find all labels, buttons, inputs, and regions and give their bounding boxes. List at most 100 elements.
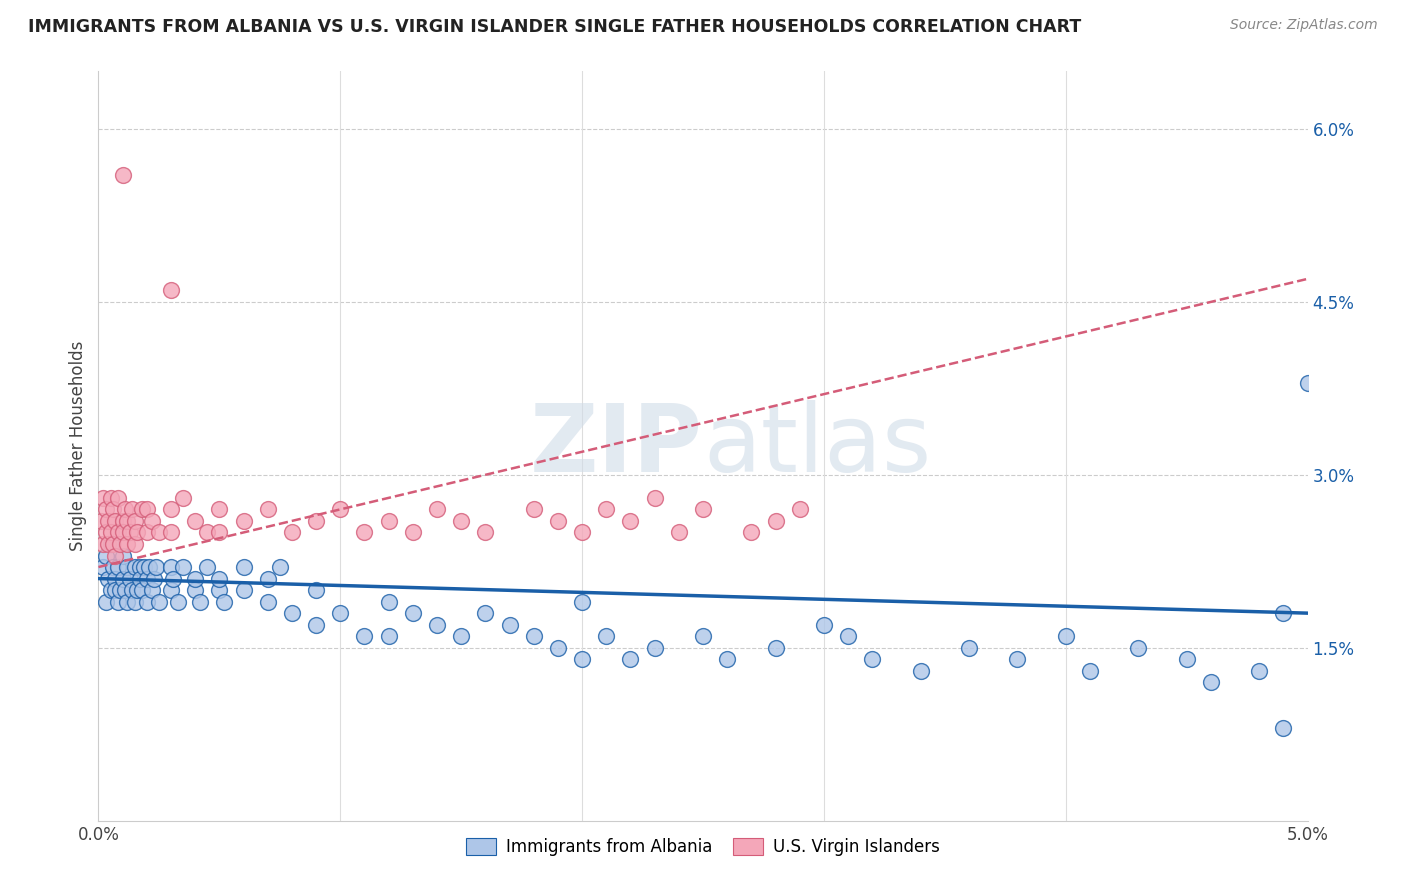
Point [94, 502, 117, 516]
Point [114, 583, 136, 598]
Point [232, 583, 254, 598]
Point [329, 502, 352, 516]
Point [644, 640, 666, 655]
Point [450, 514, 472, 528]
Point [740, 525, 762, 540]
Point [208, 525, 231, 540]
Point [353, 629, 375, 643]
Point [765, 640, 787, 655]
Point [167, 594, 190, 608]
Point [108, 537, 131, 551]
Point [957, 640, 980, 655]
Point [402, 606, 425, 620]
Point [571, 594, 593, 608]
Point [111, 168, 134, 182]
Point [232, 560, 254, 574]
Point [107, 491, 129, 505]
Point [160, 583, 183, 598]
Point [160, 560, 183, 574]
Point [91, 537, 114, 551]
Point [127, 583, 149, 598]
Point [111, 549, 134, 563]
Point [127, 525, 149, 540]
Point [474, 525, 496, 540]
Text: atlas: atlas [703, 400, 931, 492]
Point [128, 572, 150, 586]
Point [145, 560, 167, 574]
Point [765, 514, 787, 528]
Point [131, 583, 153, 598]
Point [195, 560, 218, 574]
Point [305, 583, 328, 598]
Point [104, 514, 127, 528]
Point [353, 525, 375, 540]
Point [1199, 675, 1222, 690]
Point [135, 594, 157, 608]
Point [162, 572, 184, 586]
Point [104, 572, 127, 586]
Point [377, 594, 399, 608]
Point [232, 514, 254, 528]
Point [281, 525, 304, 540]
Point [118, 572, 141, 586]
Point [692, 629, 714, 643]
Point [124, 594, 146, 608]
Point [188, 594, 211, 608]
Point [124, 560, 146, 574]
Point [117, 537, 139, 551]
Point [269, 560, 291, 574]
Point [523, 502, 546, 516]
Point [208, 572, 231, 586]
Point [450, 629, 472, 643]
Point [1128, 640, 1150, 655]
Point [571, 652, 593, 666]
Point [305, 617, 328, 632]
Point [131, 502, 153, 516]
Text: ZIP: ZIP [530, 400, 703, 492]
Point [100, 491, 122, 505]
Point [281, 606, 304, 620]
Point [208, 502, 231, 516]
Point [329, 606, 352, 620]
Point [111, 525, 134, 540]
Point [91, 491, 114, 505]
Point [256, 502, 278, 516]
Point [134, 560, 156, 574]
Point [121, 583, 143, 598]
Point [90, 514, 112, 528]
Point [1249, 664, 1271, 678]
Point [97, 514, 120, 528]
Point [160, 502, 183, 516]
Point [1078, 664, 1101, 678]
Point [402, 525, 425, 540]
Point [523, 629, 546, 643]
Point [813, 617, 835, 632]
Point [256, 594, 278, 608]
Point [172, 491, 194, 505]
Point [172, 560, 194, 574]
Text: Source: ZipAtlas.com: Source: ZipAtlas.com [1230, 18, 1378, 32]
Point [212, 594, 235, 608]
Point [716, 652, 738, 666]
Point [305, 514, 328, 528]
Point [1296, 376, 1319, 390]
Point [114, 502, 136, 516]
Point [108, 583, 131, 598]
Point [619, 514, 641, 528]
Point [100, 583, 122, 598]
Point [135, 572, 157, 586]
Point [1272, 606, 1295, 620]
Point [789, 502, 811, 516]
Point [148, 525, 170, 540]
Point [100, 537, 122, 551]
Point [160, 525, 183, 540]
Point [474, 606, 496, 620]
Point [1175, 652, 1198, 666]
Point [104, 583, 127, 598]
Point [692, 502, 714, 516]
Point [195, 525, 218, 540]
Point [184, 572, 207, 586]
Point [124, 514, 146, 528]
Point [547, 514, 569, 528]
Point [111, 572, 134, 586]
